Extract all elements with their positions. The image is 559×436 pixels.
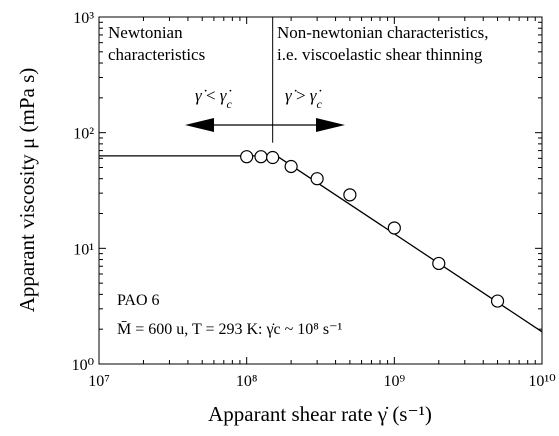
y-axis-title: Apparant viscosity μ (mPa s)	[15, 68, 39, 313]
data-point	[432, 256, 446, 271]
regime-condition-left: γ̇ < γ̇c	[195, 86, 233, 111]
y-tick-label: 10¹	[73, 241, 94, 258]
sample-label-line2: M̄ = 600 u, T = 293 K: γ̇c ~ 10⁸ s⁻¹	[117, 321, 343, 338]
plot-frame	[98, 16, 543, 365]
sample-label-line1: PAO 6	[117, 292, 160, 309]
right-arrowhead	[316, 118, 345, 132]
x-tick-label: 10¹⁰	[528, 373, 555, 390]
y-tick-label: 10²	[73, 126, 94, 143]
axis-ticks	[99, 17, 542, 364]
newtonian-label-line2: characteristics	[108, 45, 205, 64]
left-arrowhead	[185, 118, 214, 132]
data-points	[240, 150, 505, 308]
data-point	[254, 150, 268, 164]
data-point	[266, 150, 280, 165]
non-newtonian-label-line2: i.e. viscoelastic shear thinning	[277, 45, 483, 64]
data-point	[343, 188, 357, 202]
data-point	[387, 221, 401, 235]
x-tick-label: 10⁷	[88, 373, 110, 390]
x-tick-label: 10⁸	[236, 373, 258, 390]
data-point	[490, 294, 505, 308]
y-tick-label: 10⁰	[72, 357, 94, 374]
newtonian-label-line1: Newtonian	[108, 23, 183, 42]
y-tick-label: 10³	[73, 10, 94, 27]
x-tick-label: 10⁹	[384, 373, 406, 390]
non-newtonian-label-line1: Non-newtonian characteristics,	[277, 23, 488, 42]
data-point	[284, 159, 298, 174]
data-point	[310, 172, 324, 186]
x-axis-title: Apparant shear rate γ̇ (s⁻¹)	[208, 402, 432, 426]
axis-tick-labels: 10⁷ 10⁸ 10⁹ 10¹⁰ 10⁰ 10¹ 10² 10³	[72, 10, 556, 390]
data-point	[240, 150, 254, 164]
regime-condition-right: γ̇ > γ̇c	[285, 86, 323, 111]
regime-arrows	[185, 118, 345, 132]
